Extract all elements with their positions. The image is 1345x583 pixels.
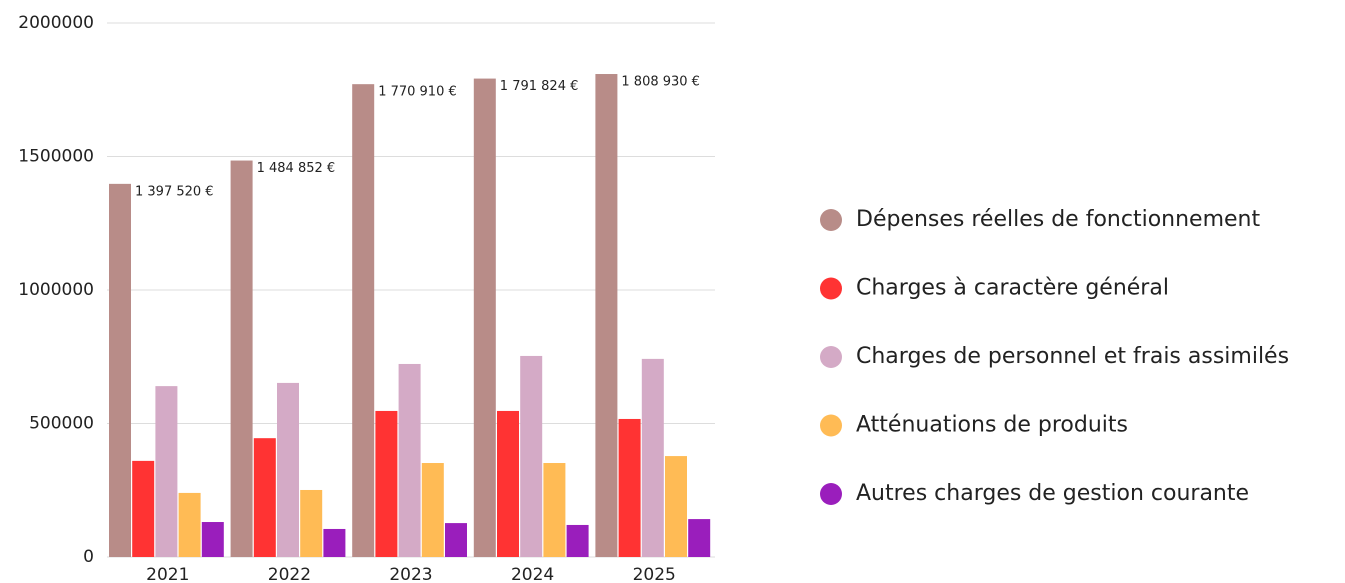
- value-label: 1 484 852 €: [257, 161, 336, 176]
- y-tick-label: 2000000: [18, 13, 94, 33]
- bar: [178, 492, 201, 557]
- bar: [201, 522, 224, 557]
- bar: [421, 463, 444, 557]
- bar: [543, 463, 566, 557]
- bar: [398, 363, 421, 557]
- bar: [300, 489, 323, 557]
- legend-marker: [820, 483, 842, 505]
- bar: [230, 160, 253, 558]
- legend-label: Charges de personnel et frais assimilés: [856, 344, 1289, 369]
- bar: [665, 456, 687, 557]
- legend-marker: [820, 209, 842, 231]
- bar: [688, 519, 711, 557]
- bar: [595, 74, 618, 558]
- x-tick-label: 2022: [268, 565, 311, 583]
- bar: [323, 528, 346, 557]
- y-tick-label: 0: [83, 547, 94, 567]
- x-tick-label: 2025: [633, 565, 676, 583]
- bar: [445, 523, 467, 557]
- legend-label: Autres charges de gestion courante: [856, 481, 1249, 506]
- y-tick-label: 500000: [29, 414, 94, 434]
- value-label: 1 397 520 €: [135, 184, 214, 199]
- y-tick-label: 1500000: [18, 147, 94, 167]
- bar: [375, 410, 398, 557]
- legend-marker: [820, 414, 842, 437]
- bar: [155, 386, 178, 557]
- bar: [132, 460, 155, 557]
- bar: [618, 418, 641, 557]
- bar: [566, 524, 589, 557]
- bar: [473, 78, 496, 557]
- y-tick-label: 1000000: [18, 280, 94, 300]
- bar: [520, 355, 543, 557]
- bar: [109, 183, 131, 557]
- bar: [641, 358, 664, 557]
- x-tick-label: 2023: [389, 565, 432, 583]
- x-tick-label: 2024: [511, 565, 554, 583]
- bar: [497, 410, 519, 557]
- legend-label: Dépenses réelles de fonctionnement: [856, 207, 1260, 232]
- value-label: 1 770 910 €: [378, 85, 457, 100]
- legend-marker: [820, 277, 842, 300]
- value-label: 1 808 930 €: [621, 75, 700, 90]
- legend-marker: [820, 346, 842, 368]
- legend-label: Charges à caractère général: [856, 276, 1169, 301]
- x-tick-label: 2021: [146, 565, 189, 583]
- value-label: 1 791 824 €: [500, 79, 579, 94]
- legend-label: Atténuations de produits: [856, 413, 1128, 438]
- bar: [277, 382, 299, 557]
- bar: [253, 438, 276, 557]
- bar: [352, 84, 375, 558]
